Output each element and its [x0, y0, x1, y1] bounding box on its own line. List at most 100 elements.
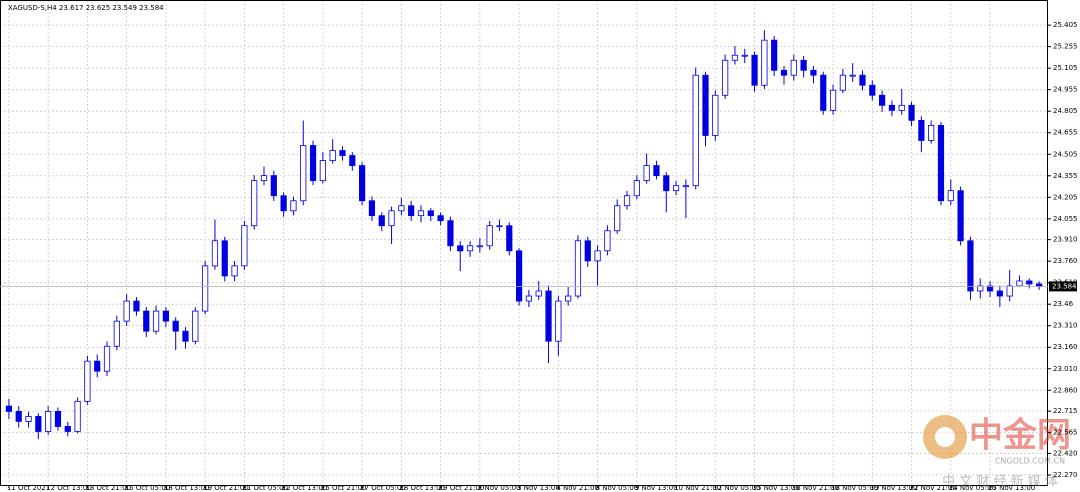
candle-body — [535, 290, 542, 297]
candle-body — [1016, 280, 1023, 287]
x-tick-label: 12 Nov 05:00 — [713, 484, 760, 492]
x-tick-label: 13 Oct 21:00 — [85, 484, 131, 492]
candle-body — [1006, 285, 1013, 297]
candle-body — [525, 295, 533, 302]
y-tick-label: 24.355 — [1053, 172, 1078, 180]
candle-body — [692, 74, 699, 187]
y-tick-label: 24.055 — [1053, 215, 1078, 223]
y-tick-label: 25.405 — [1053, 21, 1078, 29]
candle-body — [300, 145, 307, 202]
candle-body — [574, 240, 582, 297]
candle-body — [476, 245, 483, 248]
y-tick-label: 23.910 — [1053, 236, 1078, 244]
candle-body — [731, 54, 739, 61]
x-tick-label: 15 Oct 05:00 — [125, 484, 171, 492]
candle-body — [329, 150, 336, 161]
x-tick-label: 11 Oct 2021 — [7, 484, 50, 492]
candle-body — [319, 160, 326, 182]
y-tick-label: 22.715 — [1053, 407, 1078, 415]
candle-body — [623, 195, 631, 207]
candle-body — [241, 225, 248, 267]
candle-body — [378, 215, 385, 227]
candle-body — [15, 410, 22, 422]
candle-body — [408, 205, 415, 217]
x-tick-label: 22 Nov 21:00 — [910, 484, 957, 492]
candle-body — [103, 345, 111, 372]
candle-body — [937, 125, 945, 202]
watermark-logo — [935, 427, 955, 447]
candle-body — [152, 310, 160, 332]
y-tick-label: 23.310 — [1053, 322, 1078, 330]
watermark-tagline: 中 文 财 经 新 媒 体 — [942, 474, 1058, 490]
candle-body — [928, 125, 935, 141]
x-tick-label: 21 Oct 05:00 — [242, 484, 288, 492]
candle-body — [751, 54, 758, 86]
candle-body — [967, 240, 974, 292]
candle-body — [761, 39, 768, 86]
x-tick-label: 29 Oct 21:00 — [439, 484, 485, 492]
candle-body — [231, 265, 238, 277]
x-tick-label: 10 Nov 21:00 — [674, 484, 721, 492]
y-tick-label: 23.010 — [1053, 365, 1078, 373]
candle-body — [54, 410, 62, 427]
candle-body — [466, 245, 474, 252]
candle-body — [133, 300, 140, 312]
x-tick-label: 15 Nov 13:00 — [753, 484, 800, 492]
candle-body — [565, 295, 572, 302]
y-tick-label: 24.505 — [1053, 150, 1078, 158]
candle-body — [977, 285, 984, 292]
y-tick-label: 23.160 — [1053, 343, 1078, 351]
candles — [5, 30, 1043, 440]
candle-body — [604, 230, 611, 252]
candle-body — [614, 205, 621, 232]
x-tick-label: 22 Oct 13:00 — [282, 484, 328, 492]
candle-body — [682, 185, 689, 188]
candle-body — [584, 240, 591, 262]
candle-body — [251, 180, 258, 227]
candle-body — [849, 74, 856, 77]
x-tick-label: 4 Nov 21:00 — [556, 484, 599, 492]
grid — [0, 0, 1048, 485]
candle-body — [496, 225, 503, 228]
x-tick-label: 2 Nov 05:00 — [478, 484, 521, 492]
candle-body — [339, 150, 346, 156]
watermark: 中金网 CNGOLD.COM.CN 中 文 财 经 新 媒 体 — [923, 415, 1071, 490]
candle-body — [398, 205, 405, 212]
y-tick-label: 23.46 — [1053, 300, 1074, 308]
x-tick-label: 25 Oct 21:00 — [321, 484, 367, 492]
candle-body — [35, 416, 42, 432]
candle-body — [918, 119, 925, 141]
candle-body — [820, 74, 827, 111]
candle-body — [74, 400, 81, 432]
candle-body — [457, 245, 464, 252]
candle-body — [64, 426, 71, 432]
candle-body — [800, 59, 807, 71]
candle-body — [359, 165, 366, 202]
candle-body — [859, 74, 866, 86]
y-tick-label: 25.105 — [1053, 64, 1078, 72]
candle-body — [486, 225, 493, 247]
x-tick-label: 19 Nov 13:00 — [870, 484, 917, 492]
x-tick-label: 19 Oct 21:00 — [203, 484, 249, 492]
x-tick-label: 25 Nov 13:00 — [988, 484, 1035, 492]
candle-body — [172, 320, 179, 332]
x-tick-label: 3 Nov 13:00 — [517, 484, 560, 492]
candle-body — [447, 220, 454, 247]
x-tick-label: 18 Nov 05:00 — [831, 484, 878, 492]
watermark-title: 中金网 — [969, 416, 1071, 456]
candle-body — [1026, 280, 1033, 285]
candle-body — [143, 310, 150, 332]
candle-body — [869, 84, 876, 96]
candle-body — [722, 59, 729, 96]
x-tick-label: 8 Nov 05:00 — [596, 484, 639, 492]
candle-body — [280, 195, 287, 212]
candle-body — [202, 265, 209, 312]
candle-body — [5, 405, 13, 412]
candle-body — [162, 310, 169, 322]
candle-body — [25, 416, 32, 422]
candle-body — [45, 410, 52, 432]
candle-body — [368, 200, 376, 217]
y-tick-label: 22.270 — [1053, 471, 1078, 479]
candle-body — [84, 360, 91, 402]
